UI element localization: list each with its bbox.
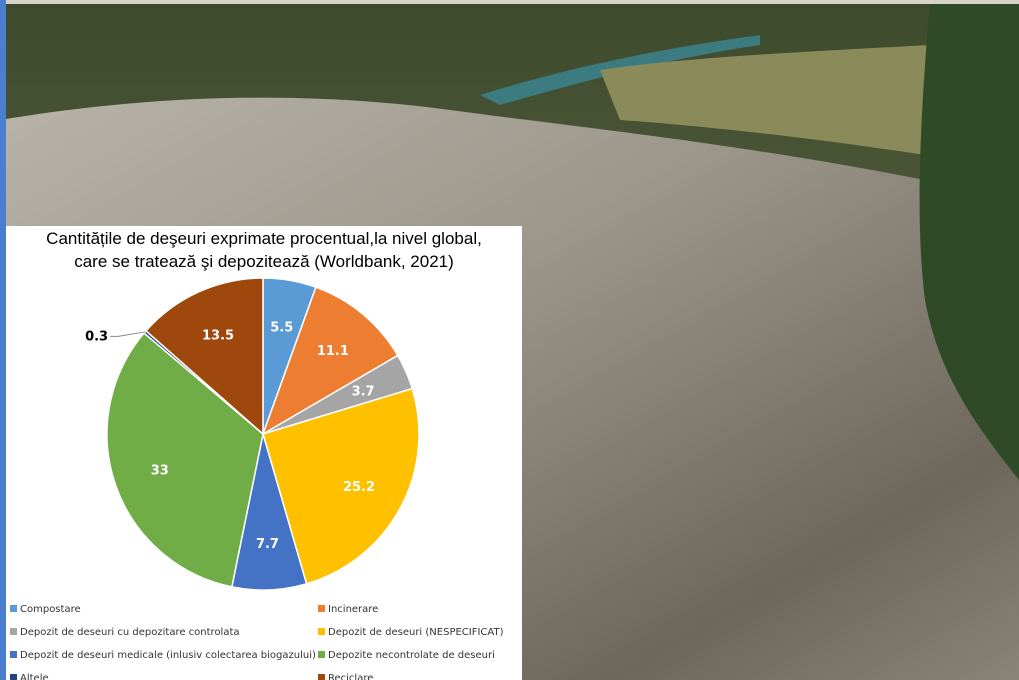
legend-label: Depozit de deseuri (NESPECIFICAT) bbox=[328, 627, 504, 638]
chart-title: Cantitățile de deşeuri exprimate procent… bbox=[46, 229, 482, 248]
legend-swatch bbox=[10, 605, 17, 612]
page: Cantitățile de deşeuri exprimate procent… bbox=[0, 0, 1019, 680]
legend-label: Depozite necontrolate de deseuri bbox=[328, 650, 495, 661]
data-label: 11.1 bbox=[317, 344, 349, 359]
legend-label: Depozit de deseuri cu depozitare control… bbox=[20, 627, 240, 638]
legend-swatch bbox=[10, 628, 17, 635]
legend-swatch bbox=[10, 674, 17, 680]
legend-label: Incinerare bbox=[328, 604, 378, 615]
data-label: 3.7 bbox=[352, 384, 375, 399]
legend-label: Reciclare bbox=[328, 673, 373, 680]
data-label: 7.7 bbox=[256, 537, 279, 552]
legend-swatch bbox=[318, 628, 325, 635]
legend-swatch bbox=[318, 605, 325, 612]
legend-label: Compostare bbox=[20, 604, 81, 615]
data-label: 0.3 bbox=[85, 329, 108, 344]
legend-label: Depozit de deseuri medicale (inlusiv col… bbox=[20, 650, 316, 661]
data-label: 33 bbox=[151, 464, 169, 479]
data-label: 25.2 bbox=[343, 480, 375, 495]
data-label: 5.5 bbox=[270, 320, 293, 335]
legend-swatch bbox=[10, 651, 17, 658]
legend-swatch bbox=[318, 674, 325, 680]
legend-swatch bbox=[318, 651, 325, 658]
legend-label: Altele bbox=[20, 673, 49, 680]
data-label: 13.5 bbox=[202, 328, 234, 343]
chart-title: care se tratează şi depozitează (Worldba… bbox=[74, 252, 454, 271]
